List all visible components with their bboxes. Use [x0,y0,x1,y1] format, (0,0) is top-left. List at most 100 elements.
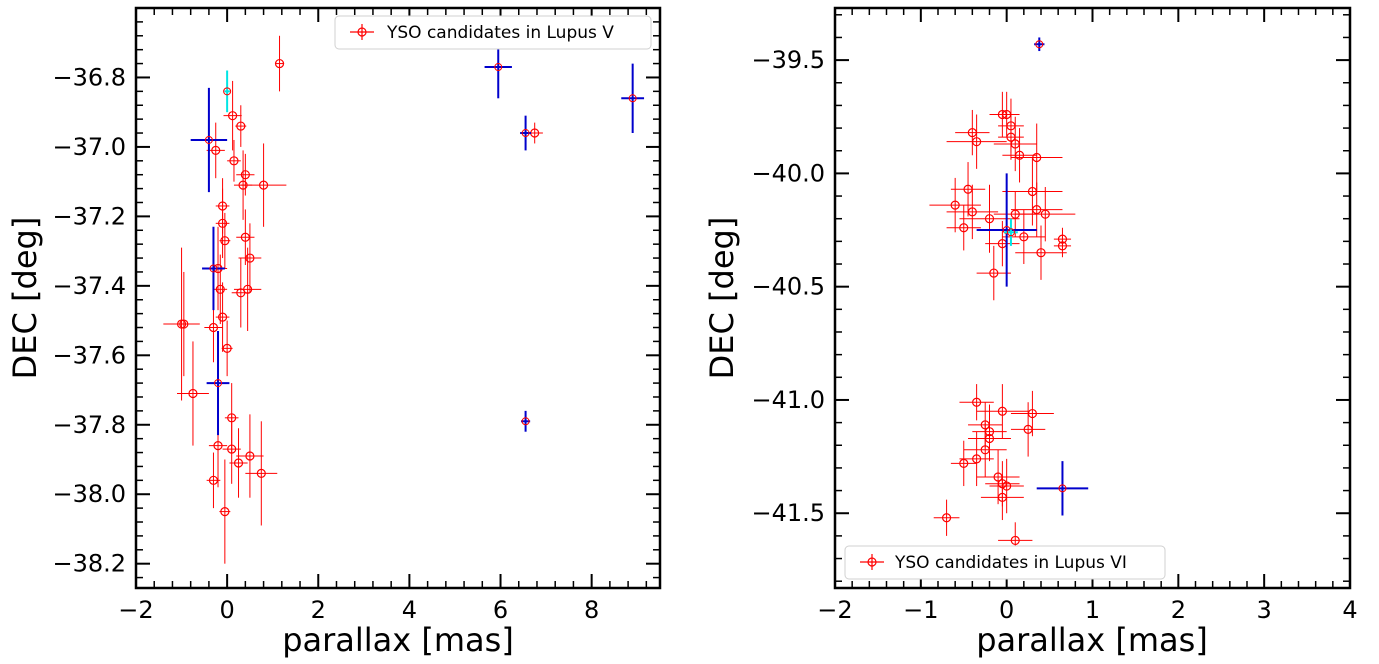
lupus-vi-x-tick-label: 4 [1342,596,1357,624]
lupus-vi-data-point [984,214,995,224]
lupus-v-data-point [213,441,223,451]
lupus-v-highlight-point [521,417,530,426]
lupus-vi-y-tick-label: −41.0 [751,386,825,414]
lupus-vi-x-tick-label: 0 [999,596,1014,624]
lupus-v-ticks: −2 0 2 4 6 8 −38.2 −38.0 −37.8 −37.6 −37.4 −37.2 −37… [52,7,660,624]
lupus-v-x-tick-label: −2 [118,596,153,624]
lupus-vi-data-point [1010,535,1020,546]
lupus-v-plot-frame [134,6,662,590]
lupus-v-data-point [258,180,269,190]
lupus-v-y-tick-label: −37.2 [52,202,126,230]
lupus-v-highlight-point [209,264,218,273]
lupus-v-data-point [222,343,232,353]
lupus-v-y-tick-label: −36.8 [52,63,126,91]
lupus-v-highlight-point [223,87,232,96]
lupus-vi-data-point [950,200,960,210]
lupus-v-data-point [245,253,255,263]
lupus-vi-legend: YSO candidates in Lupus VI [844,545,1166,580]
lupus-vi-plot-frame [833,6,1352,590]
lupus-v-data-point [188,388,198,399]
lupus-vi-data-point [941,513,952,523]
lupus-vi-x-tick-label: −1 [903,596,938,624]
lupus-v-y-tick-label: −38.0 [52,480,126,508]
lupus-v-y-axis-label: DEC [deg] [6,217,44,380]
lupus-vi-plot: −2 −1 0 1 2 3 4 −41.5 −41.0 −40.5 −40.0 −39.5 paral… [703,6,1358,659]
lupus-v-highlight-point [494,63,503,72]
lupus-vi-legend-marker [867,557,877,567]
lupus-v-x-axis-label: parallax [mas] [282,621,514,659]
lupus-vi-legend-label: YSO candidates in Lupus VI [894,553,1127,573]
lupus-vi-data-point [997,406,1007,416]
lupus-v-data-point [208,475,219,485]
lupus-vi-highlight-point [1006,228,1015,237]
lupus-v-data-point [256,468,266,478]
lupus-vi-data-point [1014,150,1025,160]
lupus-v-data-point [217,218,228,228]
lupus-v-data-point [236,121,246,131]
lupus-vi-data-point [972,397,982,407]
lupus-v-data-point [215,284,225,294]
lupus-v-data-point [227,444,237,454]
lupus-v-data-layer [163,35,645,564]
lupus-vi-data-point [972,137,982,147]
lupus-v-legend: YSO candidates in Lupus V [334,15,652,50]
lupus-vi-highlight-point [1035,40,1044,49]
lupus-vi-x-axis-label: parallax [mas] [976,621,1208,659]
lupus-vi-data-point [1057,241,1068,251]
lupus-v-highlight-point [214,379,223,388]
lupus-vi-data-point [1023,424,1033,435]
lupus-v-x-tick-label: 0 [219,596,234,624]
lupus-v-x-tick-label: 6 [493,596,508,624]
lupus-v-plot: −2 0 2 4 6 8 −38.2 −38.0 −37.8 −37.6 −37.4 −37.2 −37… [6,6,662,659]
lupus-vi-data-point [959,458,969,468]
lupus-vi-x-tick-label: 1 [1085,596,1100,624]
lupus-vi-data-point [1019,232,1029,242]
lupus-v-x-tick-label: 8 [584,596,599,624]
lupus-vi-ticks: −2 −1 0 1 2 3 4 −41.5 −41.0 −40.5 −40.0 −39.5 [751,8,1358,624]
lupus-vi-data-point [1040,209,1050,219]
lupus-v-y-tick-label: −38.2 [52,550,126,578]
lupus-vi-x-tick-label: 3 [1257,596,1272,624]
lupus-vi-x-tick-label: −2 [817,596,852,624]
lupus-vi-x-tick-label: 2 [1171,596,1186,624]
lupus-v-y-tick-label: −37.0 [52,133,126,161]
lupus-v-data-point [245,451,255,461]
lupus-v-x-tick-label: 2 [311,596,326,624]
lupus-vi-data-point [980,445,990,455]
lupus-vi-y-tick-label: −40.0 [751,159,825,187]
lupus-vi-data-layer [929,37,1089,559]
lupus-vi-highlight-point [1058,484,1067,493]
lupus-vi-data-point [989,268,999,278]
lupus-v-data-point [208,322,219,333]
lupus-v-data-point [233,458,244,468]
lupus-v-data-point [274,58,285,69]
lupus-v-data-point [211,145,221,155]
lupus-v-highlight-point [628,94,637,103]
lupus-v-data-point [179,319,189,329]
lupus-v-legend-marker [357,27,367,37]
lupus-v-y-tick-label: −37.4 [52,272,126,300]
lupus-v-highlight-point [521,129,530,138]
lupus-vi-y-axis-label: DEC [deg] [703,217,741,380]
lupus-v-data-point [217,312,228,322]
lupus-v-legend-label: YSO candidates in Lupus V [386,23,614,43]
lupus-v-data-point [229,156,239,166]
lupus-v-legend-box [334,15,652,50]
lupus-vi-y-tick-label: −41.5 [751,499,825,527]
lupus-v-highlight-point [204,135,213,144]
lupus-vi-data-point [1036,248,1046,258]
lupus-v-data-point [240,232,250,242]
lupus-vi-data-point [997,492,1007,502]
lupus-v-data-point [227,111,238,121]
lupus-vi-data-point [1032,205,1042,215]
lupus-vi-y-tick-label: −39.5 [751,46,825,74]
lupus-v-data-point [220,506,230,517]
lupus-vi-y-tick-label: −40.5 [751,273,825,301]
lupus-v-y-tick-label: −37.6 [52,341,126,369]
lupus-v-y-tick-label: −37.8 [52,411,126,439]
lupus-v-data-point [236,288,246,298]
lupus-v-data-point [220,236,230,246]
lupus-v-x-tick-label: 4 [402,596,417,624]
lupus-vi-data-point [967,207,977,217]
